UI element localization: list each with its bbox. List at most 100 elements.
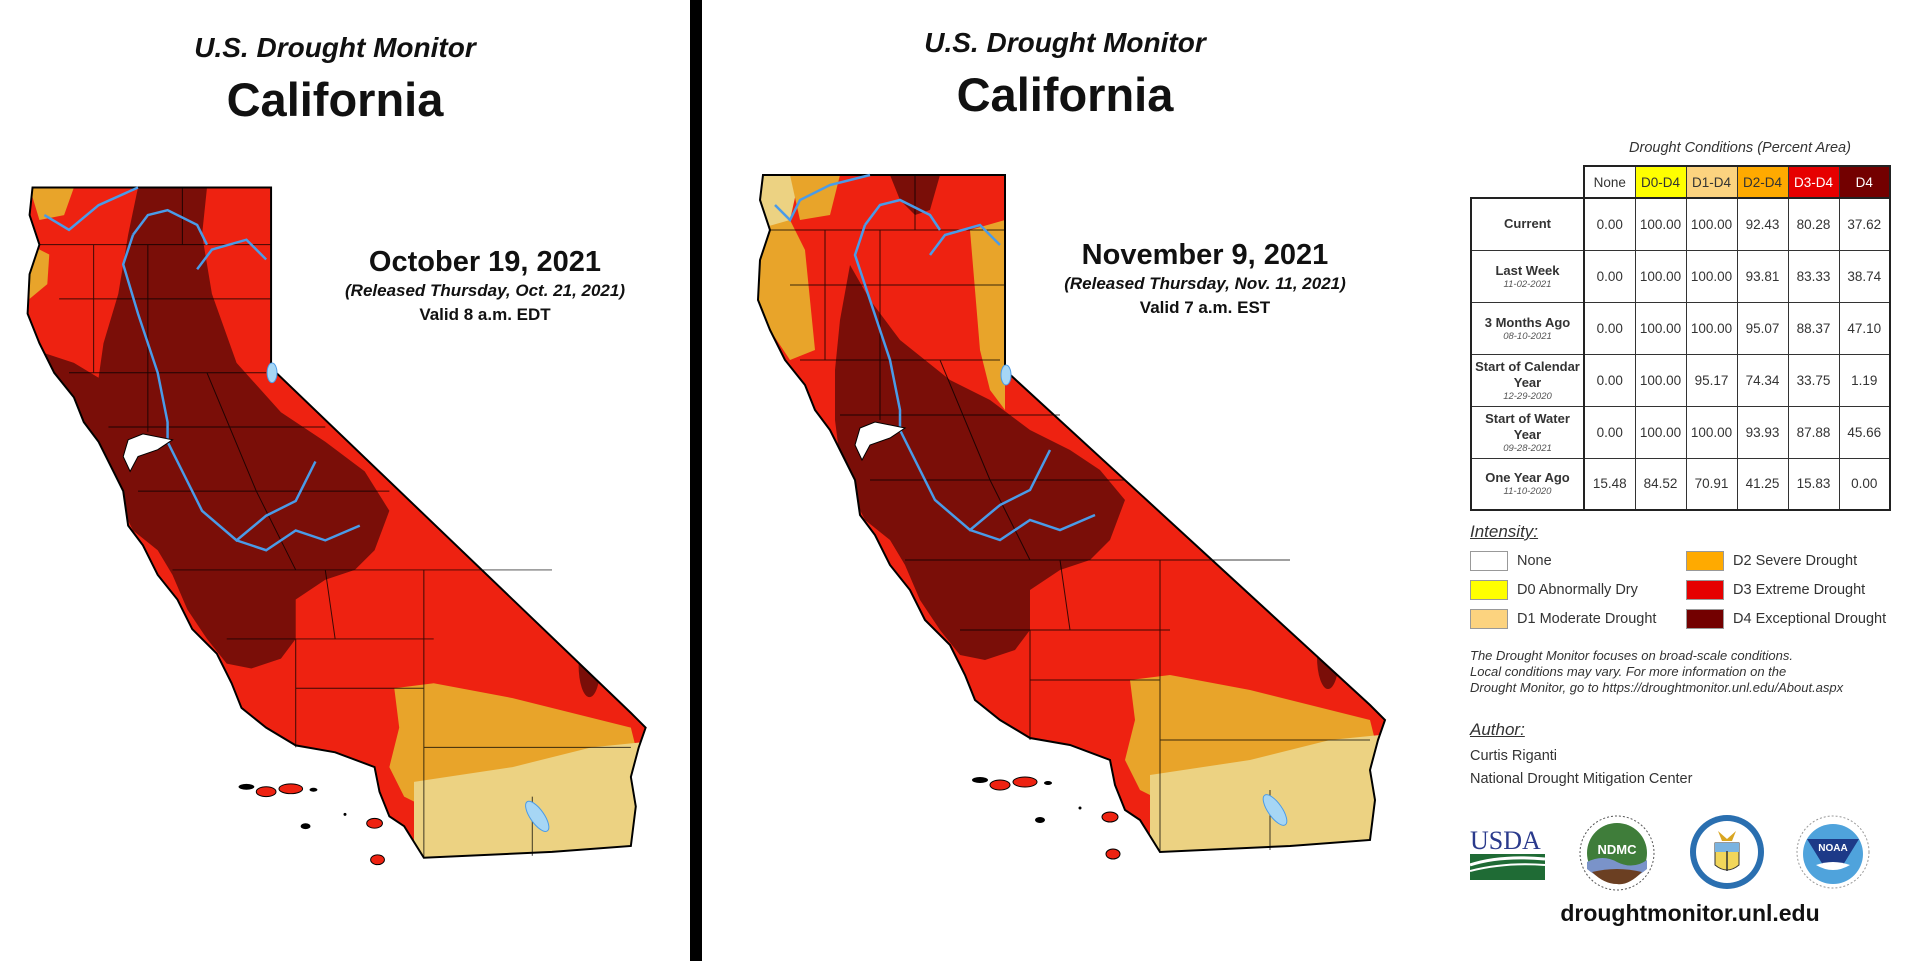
table-cell: 100.00: [1634, 301, 1687, 355]
legend-item-d4: D4 Exceptional Drought: [1686, 608, 1886, 630]
legend-item-d0: D0 Abnormally Dry: [1470, 579, 1638, 601]
table-cell: 37.62: [1838, 197, 1891, 251]
author-title: Author:: [1470, 720, 1525, 739]
table-cell: 70.91: [1685, 457, 1738, 511]
row-label: 3 Months Ago 08-10-2021: [1470, 301, 1585, 355]
drought-conditions-table: None D0-D4 D1-D4 D2-D4 D3-D4 D4 Current …: [1470, 165, 1891, 511]
left-map-date: October 19, 2021: [368, 246, 602, 278]
table-cell: 100.00: [1685, 301, 1738, 355]
table-corner: [1471, 166, 1584, 199]
row-label: Last Week 11-02-2021: [1470, 249, 1585, 303]
usda-logo-icon: USDA: [1470, 826, 1546, 880]
row-label: Start of Calendar Year 12-29-2020: [1470, 353, 1585, 407]
row-label-text: Start of Calendar Year: [1475, 358, 1580, 390]
table-cell: 95.07: [1736, 301, 1789, 355]
legend-label: D2 Severe Drought: [1733, 553, 1858, 569]
table-cell: 100.00: [1634, 405, 1687, 459]
disclaimer-line: Local conditions may vary. For more info…: [1470, 664, 1787, 679]
legend-item-none: None: [1470, 550, 1552, 572]
ndmc-logo-icon: NDMC: [1579, 815, 1655, 891]
table-cell: 83.33: [1787, 249, 1840, 303]
left-date-block: October 19, 2021 (Released Thursday, Oct…: [295, 245, 675, 327]
legend-label: None: [1517, 553, 1552, 569]
row-label-text: Current: [1504, 216, 1551, 232]
author-org: National Drought Mitigation Center: [1470, 771, 1693, 787]
table-cell: 100.00: [1634, 197, 1687, 251]
right-date-block: November 9, 2021 (Released Thursday, Nov…: [1015, 238, 1395, 320]
col-d0-d4: D0-D4: [1634, 165, 1687, 199]
row-date: 09-28-2021: [1503, 442, 1552, 454]
disclaimer-line: Drought Monitor, go to https://droughtmo…: [1470, 680, 1844, 695]
row-date: 11-10-2020: [1503, 486, 1552, 498]
legend-swatch: [1686, 580, 1724, 600]
row-date: 12-29-2020: [1503, 390, 1552, 402]
legend-label: D4 Exceptional Drought: [1733, 611, 1887, 627]
disclaimer-line: The Drought Monitor focuses on broad-sca…: [1470, 648, 1794, 663]
left-map-released: (Released Thursday, Oct. 21, 2021): [345, 281, 625, 300]
row-label: Start of Water Year 09-28-2021: [1470, 405, 1585, 459]
legend-swatch: [1686, 551, 1724, 571]
right-map-title: California: [956, 68, 1174, 121]
svg-text:NOAA: NOAA: [1818, 843, 1847, 854]
table-cell: 0.00: [1583, 197, 1636, 251]
col-d1-d4: D1-D4: [1685, 165, 1738, 199]
table-cell: 1.19: [1838, 353, 1891, 407]
legend-label: D1 Moderate Drought: [1517, 611, 1657, 627]
legend-title: Intensity:: [1470, 522, 1539, 541]
table-cell: 0.00: [1583, 249, 1636, 303]
row-label: One Year Ago 11-10-2020: [1470, 457, 1585, 511]
table-cell: 15.83: [1787, 457, 1840, 511]
table-cell: 95.17: [1685, 353, 1738, 407]
row-label-text: Start of Water Year: [1485, 410, 1570, 442]
row-date: 11-02-2021: [1503, 278, 1552, 290]
left-map-subtitle: U.S. Drought Monitor: [194, 32, 476, 63]
svg-text:USDA: USDA: [1470, 826, 1541, 855]
right-map-subtitle: U.S. Drought Monitor: [924, 27, 1206, 58]
table-cell: 15.48: [1583, 457, 1636, 511]
right-map-valid: Valid 7 a.m. EST: [1139, 298, 1271, 317]
col-d2-d4: D2-D4: [1736, 165, 1789, 199]
table-caption: Drought Conditions (Percent Area): [1629, 140, 1851, 156]
table-row: Current 0.00 100.00 100.00 92.43 80.28 3…: [1470, 197, 1891, 251]
table-cell: 74.34: [1736, 353, 1789, 407]
table-row: Start of Water Year 09-28-2021 0.00 100.0…: [1470, 405, 1891, 459]
table-cell: 33.75: [1787, 353, 1840, 407]
table-row: 3 Months Ago 08-10-2021 0.00 100.00 100.0…: [1470, 301, 1891, 355]
table-cell: 87.88: [1787, 405, 1840, 459]
author-name: Curtis Riganti: [1470, 748, 1558, 764]
table-cell: 100.00: [1685, 405, 1738, 459]
row-label-text: 3 Months Ago: [1484, 314, 1571, 330]
table-cell: 0.00: [1583, 353, 1636, 407]
table-cell: 0.00: [1838, 457, 1891, 511]
commerce-seal-icon: [1690, 815, 1764, 889]
table-row: Start of Calendar Year 12-29-2020 0.00 10…: [1470, 353, 1891, 407]
row-date: 08-10-2021: [1503, 330, 1552, 342]
svg-text:NDMC: NDMC: [1598, 842, 1638, 857]
legend-swatch: [1470, 609, 1508, 629]
left-california-drought-map: [26, 186, 647, 866]
legend-item-d1: D1 Moderate Drought: [1470, 608, 1656, 630]
site-url-link[interactable]: droughtmonitor.unl.edu: [1560, 900, 1820, 926]
col-d3-d4: D3-D4: [1787, 165, 1840, 199]
table-cell: 100.00: [1634, 249, 1687, 303]
table-cell: 41.25: [1736, 457, 1789, 511]
table-cell: 45.66: [1838, 405, 1891, 459]
right-map-date: November 9, 2021: [1081, 239, 1329, 271]
right-map-released: (Released Thursday, Nov. 11, 2021): [1064, 274, 1346, 293]
legend-label: D3 Extreme Drought: [1733, 582, 1866, 598]
col-none: None: [1583, 165, 1636, 199]
table-cell: 0.00: [1583, 301, 1636, 355]
table-cell: 100.00: [1634, 353, 1687, 407]
table-header-row: None D0-D4 D1-D4 D2-D4 D3-D4 D4: [1471, 165, 1891, 199]
left-map-valid: Valid 8 a.m. EDT: [419, 305, 551, 324]
table-cell: 100.00: [1685, 249, 1738, 303]
panel-divider: [690, 0, 702, 961]
right-california-drought-map: [756, 173, 1387, 860]
table-cell: 92.43: [1736, 197, 1789, 251]
legend-swatch: [1686, 609, 1724, 629]
table-cell: 47.10: [1838, 301, 1891, 355]
table-cell: 88.37: [1787, 301, 1840, 355]
table-cell: 84.52: [1634, 457, 1687, 511]
table-cell: 80.28: [1787, 197, 1840, 251]
row-label: Current: [1470, 197, 1585, 251]
